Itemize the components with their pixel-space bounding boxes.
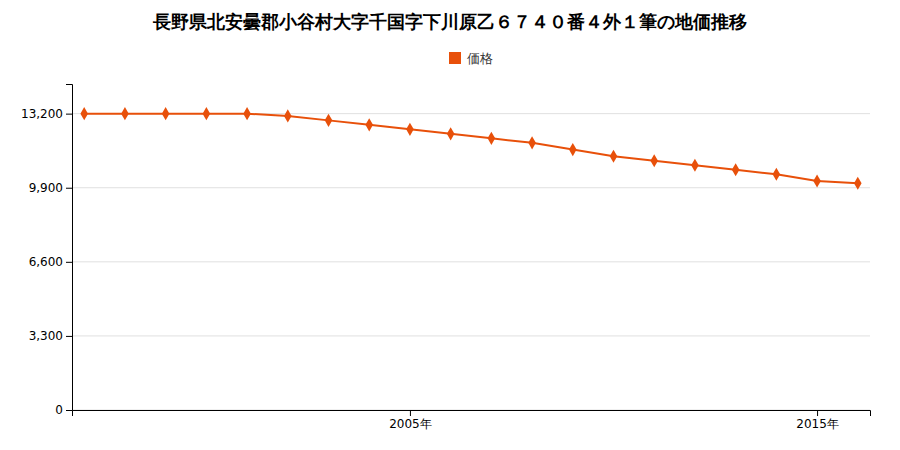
x-tick: 2015年 — [796, 410, 839, 431]
grid-line — [72, 261, 870, 262]
y-tick-label: 13,200 — [21, 107, 63, 121]
y-tick: 13,200 — [21, 107, 72, 121]
y-tick: 6,600 — [29, 255, 72, 269]
y-axis-line — [66, 85, 73, 411]
y-tick-mark — [66, 410, 72, 411]
y-tick: 0 — [55, 403, 72, 417]
series-marker — [406, 123, 414, 136]
series-marker — [650, 154, 658, 167]
series-marker — [121, 107, 129, 120]
series-marker — [284, 109, 292, 122]
x-tick-mark — [817, 410, 818, 416]
series-marker — [447, 127, 455, 140]
x-tick-label: 2015年 — [796, 417, 839, 431]
series-marker — [610, 150, 618, 163]
grid — [72, 114, 870, 410]
y-tick-label: 6,600 — [29, 255, 63, 269]
series-marker — [854, 177, 862, 190]
chart-svg: 長野県北安曇郡小谷村大字千国字下川原乙６７４０番４外１筆の地価推移2005年20… — [0, 0, 900, 450]
y-axis: 0 3,300 6,600 9,900 13,200 — [21, 85, 73, 418]
x-axis-line — [73, 411, 871, 417]
chart-container: 長野県北安曇郡小谷村大字千国字下川原乙６７４０番４外１筆の地価推移2005年20… — [0, 0, 900, 450]
y-tick: 3,300 — [29, 329, 72, 343]
series-marker — [162, 107, 170, 120]
series-marker — [365, 118, 373, 131]
y-tick-mark — [66, 188, 72, 189]
legend: 価格 — [449, 51, 493, 66]
y-tick: 9,900 — [29, 181, 72, 195]
series-marker — [325, 114, 333, 127]
legend-swatch — [449, 52, 461, 64]
y-tick-label: 3,300 — [29, 329, 63, 343]
y-tick-mark — [66, 262, 72, 263]
y-tick-mark — [66, 114, 72, 115]
y-tick-label: 9,900 — [29, 181, 63, 195]
legend-label: 価格 — [467, 51, 493, 66]
data-marks — [80, 107, 861, 190]
y-tick-label: 0 — [55, 403, 63, 417]
x-axis: 2005年 2015年 — [73, 410, 871, 431]
series-marker — [243, 107, 251, 120]
chart-title: 長野県北安曇郡小谷村大字千国字下川原乙６７４０番４外１筆の地価推移 — [152, 11, 747, 32]
grid-line — [72, 335, 870, 336]
series-marker — [732, 163, 740, 176]
series-marker — [773, 168, 781, 181]
series-marker — [488, 132, 496, 145]
series-marker — [569, 143, 577, 156]
series-marker — [691, 159, 699, 172]
series-line — [84, 114, 858, 184]
series-marker — [528, 136, 536, 149]
plot-area: 2005年 2015年 0 3,300 6,600 9,900 13,200 — [21, 85, 871, 431]
legend-item: 価格 — [449, 51, 493, 66]
series-marker — [203, 107, 211, 120]
grid-line — [72, 187, 870, 188]
x-tick: 2005年 — [389, 410, 432, 431]
series-marker — [813, 174, 821, 187]
series-marker — [80, 107, 88, 120]
x-tick-mark — [410, 410, 411, 416]
y-tick-mark — [66, 336, 72, 337]
x-tick-label: 2005年 — [389, 417, 432, 431]
